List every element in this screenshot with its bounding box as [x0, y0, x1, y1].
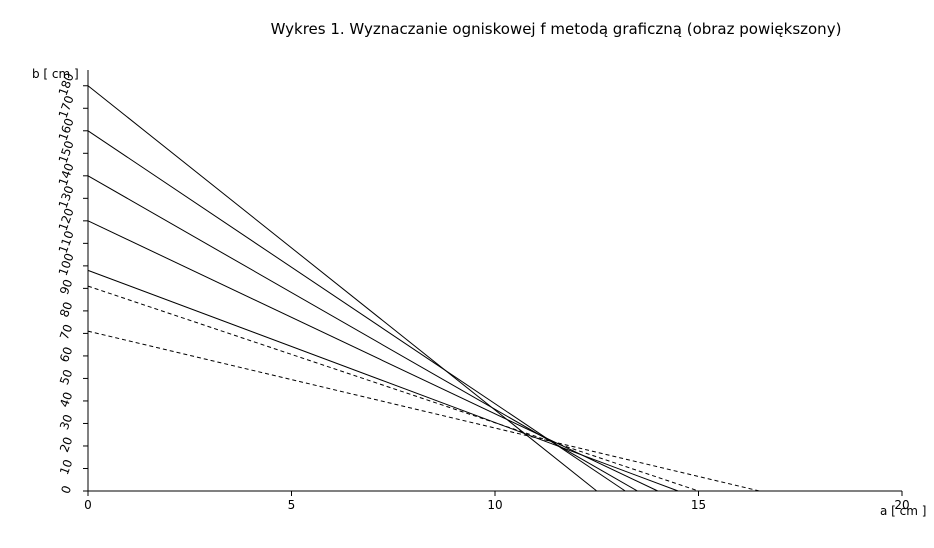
- y-tick-label: 20: [57, 435, 75, 454]
- y-tick-label: 100: [56, 251, 77, 277]
- y-tick-label: 150: [56, 139, 77, 165]
- y-tick-label: 130: [56, 184, 77, 210]
- y-tick-label: 110: [56, 229, 77, 255]
- x-tick-label: 0: [84, 498, 92, 512]
- y-tick-label: 70: [57, 322, 75, 341]
- y-tick-label: 10: [57, 458, 75, 477]
- x-tick-label: 15: [691, 498, 706, 512]
- y-tick-label: 50: [57, 367, 75, 386]
- y-tick-label: 140: [56, 161, 77, 187]
- series-line: [87, 85, 598, 492]
- y-tick-label: 80: [57, 300, 75, 319]
- y-tick-label: 60: [57, 345, 75, 364]
- x-axis-label: a [ cm ]: [880, 504, 926, 518]
- y-tick-label: 40: [57, 390, 75, 409]
- y-tick-label: 0: [58, 484, 74, 496]
- series-line: [87, 330, 760, 492]
- series-line: [87, 269, 679, 492]
- y-tick-label: 170: [56, 94, 77, 120]
- y-axis-label: b [ cm ]: [32, 67, 79, 81]
- series-line: [87, 175, 638, 492]
- y-tick-label: 30: [57, 413, 75, 432]
- y-tick-label: 120: [56, 206, 77, 232]
- y-tick-label: 160: [56, 116, 77, 142]
- series-line: [87, 130, 626, 492]
- x-tick-label: 10: [487, 498, 502, 512]
- x-tick-label: 20: [894, 498, 909, 512]
- series-line: [87, 220, 659, 492]
- x-tick-label: 5: [288, 498, 296, 512]
- y-tick-label: 90: [57, 277, 75, 296]
- chart-title: Wykres 1. Wyznaczanie ogniskowej f metod…: [271, 20, 842, 38]
- series-line: [87, 285, 699, 492]
